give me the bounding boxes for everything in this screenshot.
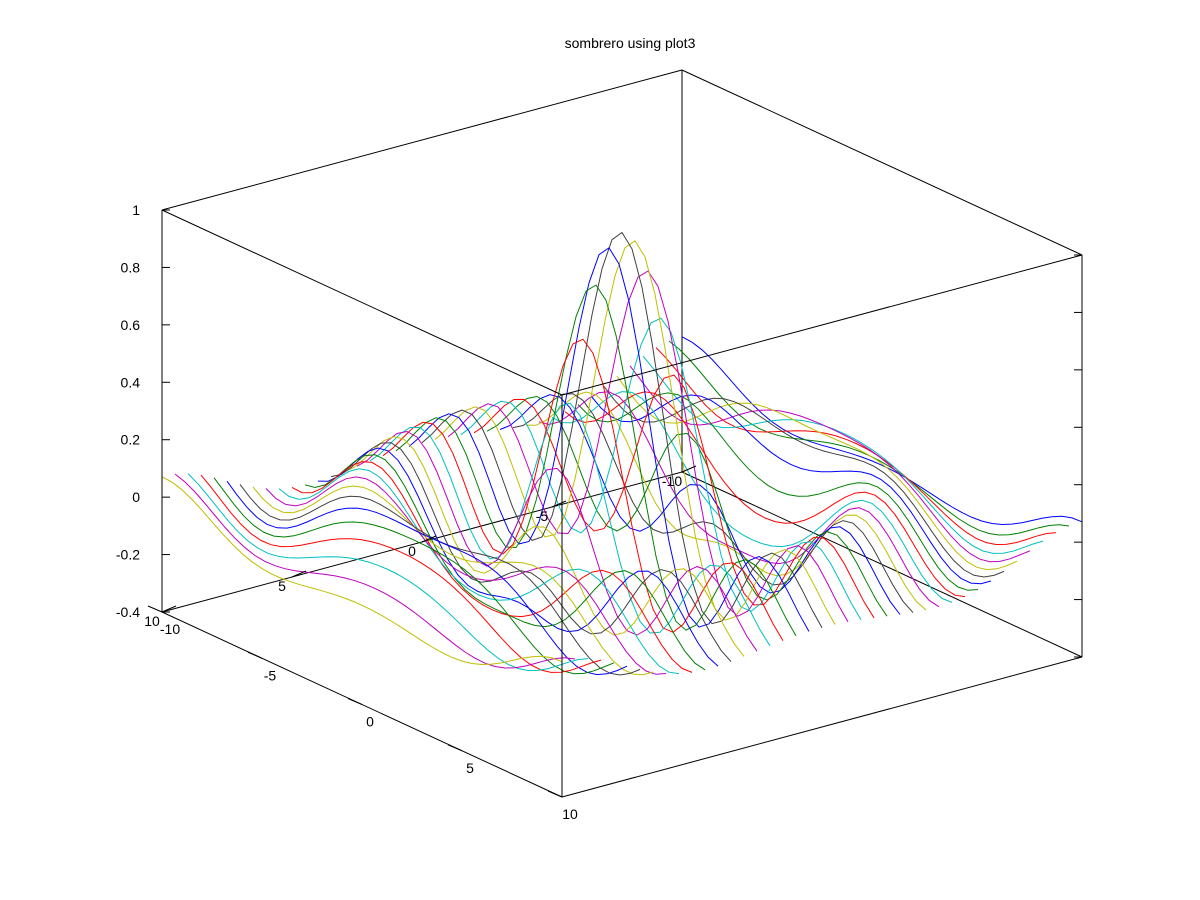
series-line bbox=[564, 391, 966, 598]
series-line bbox=[447, 270, 849, 623]
y-tick bbox=[161, 605, 177, 613]
series-line bbox=[681, 336, 1083, 526]
y-tick-label: 0 bbox=[408, 543, 416, 559]
box-edge bbox=[561, 656, 1083, 798]
series-line bbox=[200, 474, 602, 673]
z-tick-label: 0 bbox=[132, 489, 140, 505]
series-line bbox=[460, 317, 862, 620]
y-tick bbox=[291, 570, 307, 578]
series-layer bbox=[161, 231, 1083, 676]
z-tick-label: 0.6 bbox=[121, 317, 141, 333]
series-line bbox=[343, 436, 745, 657]
z-tick-label: -0.4 bbox=[116, 604, 140, 620]
z-axis: -0.4 -0.2 0 0.2 0.4 0.6 0.8 1 bbox=[116, 202, 1082, 658]
z-tick-label: 0.8 bbox=[121, 259, 141, 275]
series-line bbox=[187, 473, 589, 672]
series-line bbox=[252, 485, 654, 676]
series-line bbox=[226, 480, 628, 676]
y-tick bbox=[421, 535, 437, 543]
x-tick-label: -5 bbox=[264, 667, 277, 683]
series-line bbox=[512, 393, 914, 613]
series-line bbox=[473, 374, 875, 619]
series-line bbox=[421, 231, 823, 629]
x-tick bbox=[247, 651, 263, 659]
series-line bbox=[161, 476, 563, 666]
x-tick-label: 0 bbox=[366, 714, 374, 730]
series-line bbox=[330, 442, 732, 662]
y-tick-label: -5 bbox=[536, 508, 549, 524]
series-line bbox=[174, 473, 576, 669]
x-tick bbox=[547, 790, 563, 798]
z-tick-label: -0.2 bbox=[116, 547, 140, 563]
z-tick-label: 0.4 bbox=[121, 374, 141, 390]
box-edge bbox=[561, 254, 1083, 396]
series-line bbox=[369, 402, 771, 647]
x-tick bbox=[147, 605, 163, 613]
series-line bbox=[304, 454, 706, 671]
y-tick-label: 10 bbox=[144, 613, 160, 629]
series-line bbox=[317, 447, 719, 667]
box-edge bbox=[681, 69, 1083, 256]
box-edge bbox=[161, 69, 683, 211]
chart-title: sombrero using plot3 bbox=[565, 35, 696, 51]
x-tick-label: 10 bbox=[562, 806, 578, 822]
y-tick bbox=[681, 465, 697, 473]
series-line bbox=[382, 338, 784, 641]
series-line bbox=[408, 247, 810, 632]
series-line bbox=[278, 468, 680, 675]
series-line bbox=[642, 355, 1044, 554]
x-tick bbox=[347, 698, 363, 705]
z-tick-label: 0.2 bbox=[121, 432, 141, 448]
series-line bbox=[668, 340, 1070, 536]
z-tick-label: 1 bbox=[132, 202, 140, 218]
series-line bbox=[291, 461, 693, 673]
x-tick-label: 5 bbox=[466, 760, 474, 776]
axes-box-front bbox=[161, 69, 1083, 798]
y-tick-label: -10 bbox=[662, 473, 682, 489]
y-tick bbox=[551, 500, 567, 508]
series-line bbox=[356, 430, 758, 652]
box-edge bbox=[161, 209, 563, 396]
series-line bbox=[265, 476, 667, 675]
x-tick bbox=[447, 744, 463, 752]
series-line bbox=[486, 395, 888, 617]
x-tick-label: -10 bbox=[160, 621, 180, 637]
series-line bbox=[395, 284, 797, 637]
y-axis: 10 5 0 -5 -10 bbox=[144, 465, 697, 629]
series-line bbox=[525, 391, 927, 611]
series-line bbox=[590, 394, 992, 585]
x-axis: -10 -5 0 5 10 bbox=[147, 605, 578, 822]
series-line bbox=[603, 386, 1005, 578]
series-line bbox=[551, 391, 953, 603]
y-tick-label: 5 bbox=[278, 578, 286, 594]
